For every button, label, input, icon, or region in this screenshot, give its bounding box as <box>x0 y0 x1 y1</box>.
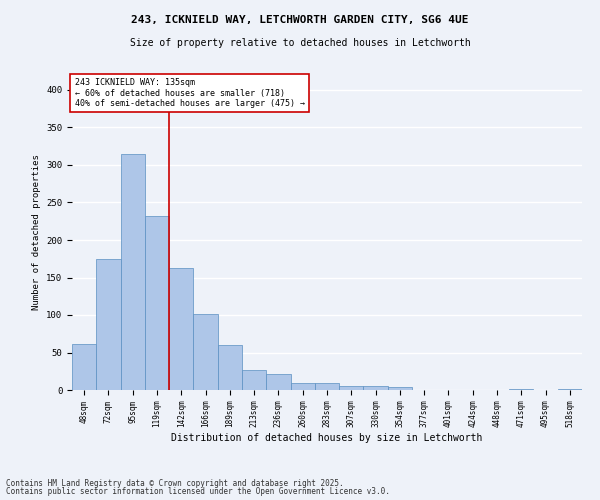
Bar <box>339 386 364 390</box>
Bar <box>96 259 121 390</box>
X-axis label: Distribution of detached houses by size in Letchworth: Distribution of detached houses by size … <box>172 433 482 443</box>
Y-axis label: Number of detached properties: Number of detached properties <box>32 154 41 310</box>
Bar <box>558 389 582 390</box>
Bar <box>266 374 290 390</box>
Text: Size of property relative to detached houses in Letchworth: Size of property relative to detached ho… <box>130 38 470 48</box>
Text: Contains public sector information licensed under the Open Government Licence v3: Contains public sector information licen… <box>6 487 390 496</box>
Bar <box>72 344 96 390</box>
Bar <box>169 268 193 390</box>
Bar <box>315 382 339 390</box>
Bar <box>145 216 169 390</box>
Bar <box>364 386 388 390</box>
Bar <box>121 154 145 390</box>
Bar <box>193 314 218 390</box>
Bar <box>388 387 412 390</box>
Bar <box>290 382 315 390</box>
Bar <box>218 345 242 390</box>
Bar <box>509 389 533 390</box>
Text: 243 ICKNIELD WAY: 135sqm
← 60% of detached houses are smaller (718)
40% of semi-: 243 ICKNIELD WAY: 135sqm ← 60% of detach… <box>74 78 305 108</box>
Text: Contains HM Land Registry data © Crown copyright and database right 2025.: Contains HM Land Registry data © Crown c… <box>6 478 344 488</box>
Text: 243, ICKNIELD WAY, LETCHWORTH GARDEN CITY, SG6 4UE: 243, ICKNIELD WAY, LETCHWORTH GARDEN CIT… <box>131 15 469 25</box>
Bar <box>242 370 266 390</box>
